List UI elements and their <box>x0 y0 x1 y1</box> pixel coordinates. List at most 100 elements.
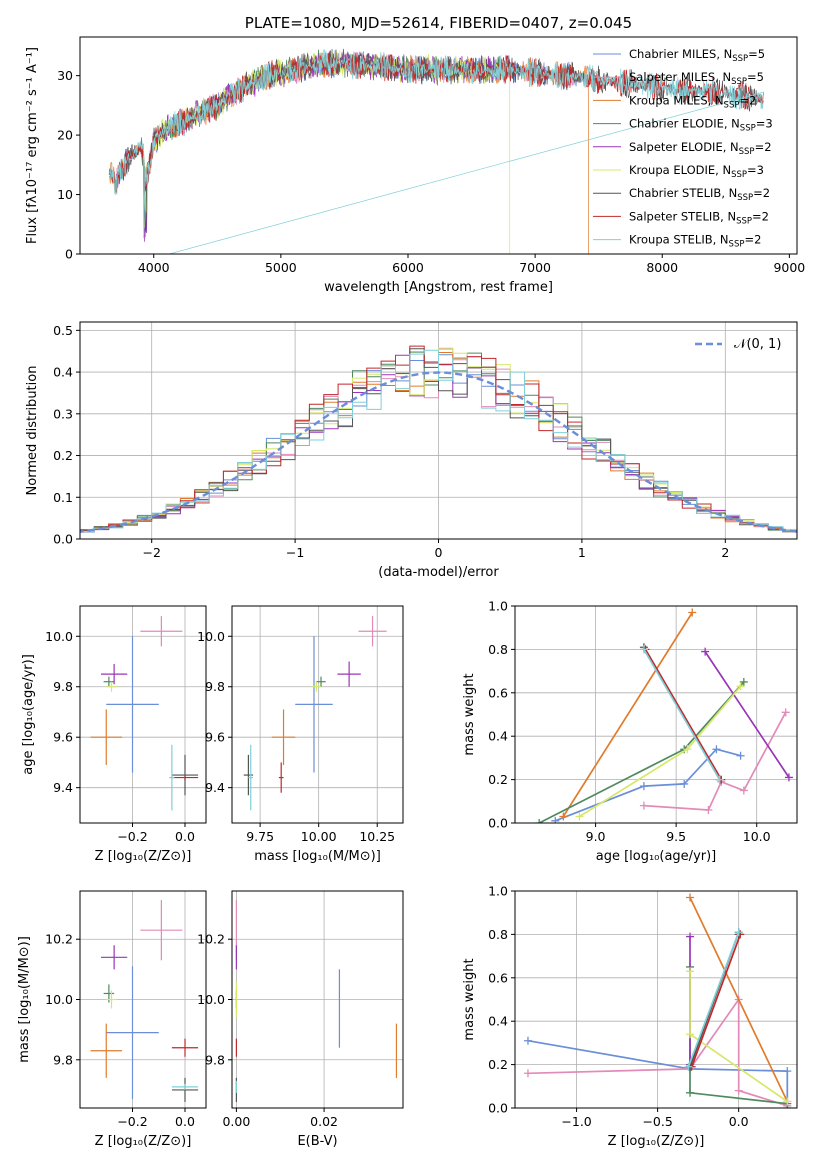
legend-label: Kroupa MILES, NSSP=2 <box>629 93 756 110</box>
weight-series <box>686 967 792 1106</box>
legend-label: Salpeter MILES, NSSP=5 <box>629 70 764 87</box>
y-tick-label: 10.0 <box>45 629 73 644</box>
x-tick-label: 1 <box>578 545 586 560</box>
x-tick-label: −0.2 <box>117 1114 147 1129</box>
chart-title: PLATE=1080, MJD=52614, FIBERID=0407, z=0… <box>245 14 632 32</box>
y-tick-label: 0.4 <box>53 365 73 380</box>
errorbar-point <box>295 636 333 773</box>
x-axis-label: (data-model)/error <box>378 565 499 580</box>
errorbar-point <box>271 709 296 765</box>
x-axis-label: Z [log₁₀(Z/Z⊙)] <box>95 849 192 864</box>
x-tick-label: 0.0 <box>729 1114 749 1129</box>
y-tick-label: 9.6 <box>205 730 225 745</box>
weight-marker <box>680 779 689 788</box>
y-tick-label: 0.4 <box>488 1014 508 1029</box>
x-tick-label: 7000 <box>519 260 551 275</box>
y-tick-label: 0.5 <box>53 323 73 338</box>
y-axis-label: Normed distribution <box>25 366 40 496</box>
y-axis-label: mass weight <box>462 958 477 1040</box>
massweight-vs-age-frame <box>514 605 798 824</box>
x-tick-label: 0.00 <box>222 1114 250 1129</box>
y-tick-label: 0.2 <box>488 772 508 787</box>
weight-marker <box>734 1086 743 1095</box>
x-tick-label: 10.0 <box>743 829 771 844</box>
normal-curve <box>80 371 797 533</box>
weight-marker <box>559 812 568 821</box>
y-tick-label: 9.4 <box>205 780 225 795</box>
weight-marker <box>639 782 648 791</box>
weight-marker <box>736 682 745 691</box>
y-axis-label: mass [log₁₀(M/M⊙)] <box>17 936 32 1063</box>
y-tick-label: 0.0 <box>488 1101 508 1116</box>
errorbar-point <box>140 616 183 647</box>
weight-marker <box>686 1088 695 1097</box>
legend-subscript: SSP <box>737 193 753 203</box>
spectrum-plot-area <box>108 48 765 254</box>
y-axis-label: mass weight <box>462 673 477 755</box>
y-tick-label: 9.6 <box>53 730 73 745</box>
y-tick-label: 30 <box>57 68 73 83</box>
weight-series <box>575 682 745 821</box>
y-tick-label: 0.6 <box>488 970 508 985</box>
legend-count: =2 <box>739 93 756 107</box>
y-tick-label: 10.2 <box>45 932 73 947</box>
mass-vs-EBV-plot-area <box>235 900 398 1102</box>
y-tick-label: 10 <box>57 187 73 202</box>
errorbar-point <box>106 966 159 1099</box>
legend-count: =5 <box>747 70 764 84</box>
mass-vs-Z-plot-area <box>90 900 199 1102</box>
errorbar-point <box>171 1038 199 1057</box>
legend-label: Chabrier ELODIE, NSSP=3 <box>629 117 773 134</box>
legend-subscript: SSP <box>732 54 748 64</box>
weight-line <box>643 648 721 781</box>
weight-line <box>689 897 789 1102</box>
y-tick-label: 10.2 <box>197 932 225 947</box>
massweight-vs-Z-plot-area <box>523 893 792 1108</box>
weight-line <box>704 651 790 778</box>
mass-vs-EBV-frame <box>231 890 404 1109</box>
legend-label: Salpeter STELIB, NSSP=2 <box>629 209 769 226</box>
errorbar-point <box>169 744 175 811</box>
spectrum-line <box>108 51 589 254</box>
y-tick-label: 0.1 <box>53 490 73 505</box>
age-vs-mass-axes <box>228 606 403 827</box>
weight-series <box>684 928 743 1071</box>
errorbar-point <box>106 681 117 692</box>
weight-marker <box>783 1097 792 1106</box>
x-axis-label: age [log₁₀(age/yr)] <box>596 849 717 864</box>
x-tick-label: −1.0 <box>561 1114 591 1129</box>
y-tick-label: 1.0 <box>488 884 508 899</box>
legend-count: =2 <box>753 186 770 200</box>
legend-label: Kroupa ELODIE, NSSP=3 <box>629 163 764 180</box>
y-tick-label: 0.0 <box>53 532 73 547</box>
x-tick-label: −2 <box>142 545 160 560</box>
legend-count: =2 <box>744 233 761 247</box>
legend-count: =3 <box>747 163 764 177</box>
x-axis-label: Z [log₁₀(Z/Z⊙)] <box>608 1134 705 1149</box>
legend-label: Salpeter ELODIE, NSSP=2 <box>629 140 772 157</box>
weight-marker <box>684 1062 693 1071</box>
legend-count: =2 <box>752 209 769 223</box>
errorbar-point <box>337 661 361 687</box>
legend-count: =3 <box>756 117 773 131</box>
x-tick-label: 2 <box>721 545 729 560</box>
y-tick-label: 0.3 <box>53 406 73 421</box>
y-tick-label: 10.0 <box>45 992 73 1007</box>
weight-marker <box>781 708 790 717</box>
y-tick-label: 0.6 <box>488 685 508 700</box>
y-tick-label: 0.2 <box>488 1057 508 1072</box>
y-tick-label: 0.4 <box>488 729 508 744</box>
errorbar-point <box>243 754 254 796</box>
x-tick-label: 0.02 <box>310 1114 338 1129</box>
weight-marker <box>784 773 793 782</box>
x-tick-label: 5000 <box>265 260 297 275</box>
spectrum-frame <box>79 36 798 255</box>
weight-marker <box>739 786 748 795</box>
weight-marker <box>686 967 695 976</box>
mass-vs-EBV-axes <box>228 891 403 1112</box>
weight-marker <box>712 745 721 754</box>
errorbar-point <box>316 676 326 687</box>
x-tick-label: 8000 <box>646 260 678 275</box>
weight-line <box>690 934 742 1068</box>
x-tick-label: 6000 <box>392 260 424 275</box>
